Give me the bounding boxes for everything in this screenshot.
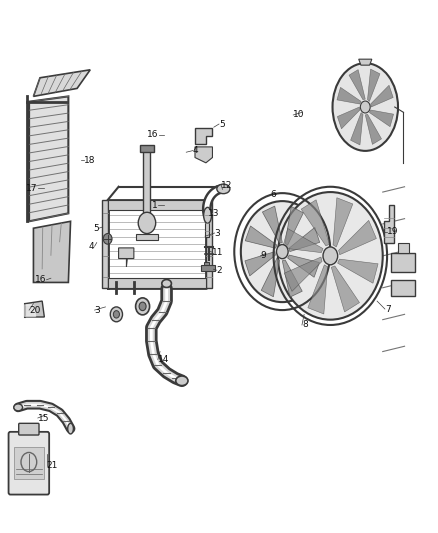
Text: 5: 5 <box>219 119 225 128</box>
Text: 21: 21 <box>46 462 58 470</box>
Polygon shape <box>25 301 44 317</box>
Text: 17: 17 <box>26 184 38 193</box>
Circle shape <box>138 212 155 233</box>
Polygon shape <box>136 233 158 240</box>
Polygon shape <box>308 265 328 314</box>
Polygon shape <box>108 278 206 288</box>
Polygon shape <box>206 200 212 288</box>
Ellipse shape <box>332 63 398 151</box>
Circle shape <box>241 201 324 302</box>
Polygon shape <box>331 266 360 312</box>
Text: 14: 14 <box>158 355 169 364</box>
Text: 8: 8 <box>302 320 308 329</box>
Polygon shape <box>195 128 212 144</box>
Polygon shape <box>288 255 319 277</box>
Polygon shape <box>261 258 279 297</box>
Text: 9: 9 <box>261 252 266 260</box>
Polygon shape <box>392 280 416 296</box>
Polygon shape <box>262 206 283 243</box>
Text: 13: 13 <box>208 209 219 218</box>
Text: 6: 6 <box>271 190 276 199</box>
Polygon shape <box>102 200 108 288</box>
Polygon shape <box>339 220 376 255</box>
Text: 16: 16 <box>35 275 46 284</box>
Polygon shape <box>25 305 35 317</box>
Text: 11: 11 <box>212 248 224 257</box>
Polygon shape <box>33 70 90 96</box>
Text: 10: 10 <box>293 110 305 119</box>
Text: 3: 3 <box>215 229 220 238</box>
Circle shape <box>139 302 146 311</box>
Text: 2: 2 <box>217 266 223 274</box>
Circle shape <box>278 192 383 320</box>
Circle shape <box>136 298 150 315</box>
Polygon shape <box>398 243 409 253</box>
Text: 5: 5 <box>93 224 99 233</box>
Circle shape <box>113 311 120 318</box>
Ellipse shape <box>68 423 74 434</box>
Circle shape <box>110 307 123 322</box>
Circle shape <box>276 245 288 259</box>
Polygon shape <box>195 147 212 163</box>
Polygon shape <box>338 259 378 283</box>
Text: 4: 4 <box>193 146 198 155</box>
Ellipse shape <box>176 376 188 385</box>
Polygon shape <box>333 198 353 247</box>
Polygon shape <box>337 87 361 104</box>
Ellipse shape <box>14 404 22 411</box>
Ellipse shape <box>217 184 230 193</box>
Text: 7: 7 <box>385 304 391 313</box>
Text: 18: 18 <box>84 156 95 165</box>
Polygon shape <box>367 69 380 101</box>
Polygon shape <box>29 96 68 221</box>
Circle shape <box>103 233 112 244</box>
Text: 1: 1 <box>152 201 158 210</box>
FancyBboxPatch shape <box>19 423 39 435</box>
Polygon shape <box>284 257 322 292</box>
Polygon shape <box>108 200 206 209</box>
Polygon shape <box>33 221 71 282</box>
Polygon shape <box>205 210 209 237</box>
Text: 16: 16 <box>147 130 159 139</box>
Polygon shape <box>245 252 276 276</box>
Polygon shape <box>119 248 134 266</box>
Text: 4: 4 <box>89 242 95 251</box>
Polygon shape <box>144 150 150 213</box>
Polygon shape <box>283 260 302 297</box>
Polygon shape <box>204 262 209 265</box>
Polygon shape <box>245 226 277 248</box>
Polygon shape <box>371 85 393 107</box>
Text: 3: 3 <box>95 305 100 314</box>
Polygon shape <box>349 70 365 100</box>
Polygon shape <box>289 228 320 252</box>
Polygon shape <box>337 107 360 129</box>
Polygon shape <box>350 112 363 145</box>
Polygon shape <box>201 265 215 271</box>
Polygon shape <box>301 200 329 246</box>
Polygon shape <box>359 59 372 65</box>
Circle shape <box>360 101 370 113</box>
Text: 12: 12 <box>221 181 233 190</box>
Polygon shape <box>384 205 394 243</box>
Polygon shape <box>365 114 381 144</box>
Text: 20: 20 <box>29 305 40 314</box>
Polygon shape <box>285 206 304 245</box>
Ellipse shape <box>162 279 171 287</box>
FancyBboxPatch shape <box>9 432 49 495</box>
Ellipse shape <box>204 207 212 223</box>
Polygon shape <box>369 110 394 127</box>
Circle shape <box>323 247 338 265</box>
Polygon shape <box>140 146 154 152</box>
Polygon shape <box>392 253 416 272</box>
Text: 19: 19 <box>387 228 399 237</box>
Text: 15: 15 <box>38 414 49 423</box>
Polygon shape <box>283 229 323 253</box>
FancyBboxPatch shape <box>14 447 44 479</box>
